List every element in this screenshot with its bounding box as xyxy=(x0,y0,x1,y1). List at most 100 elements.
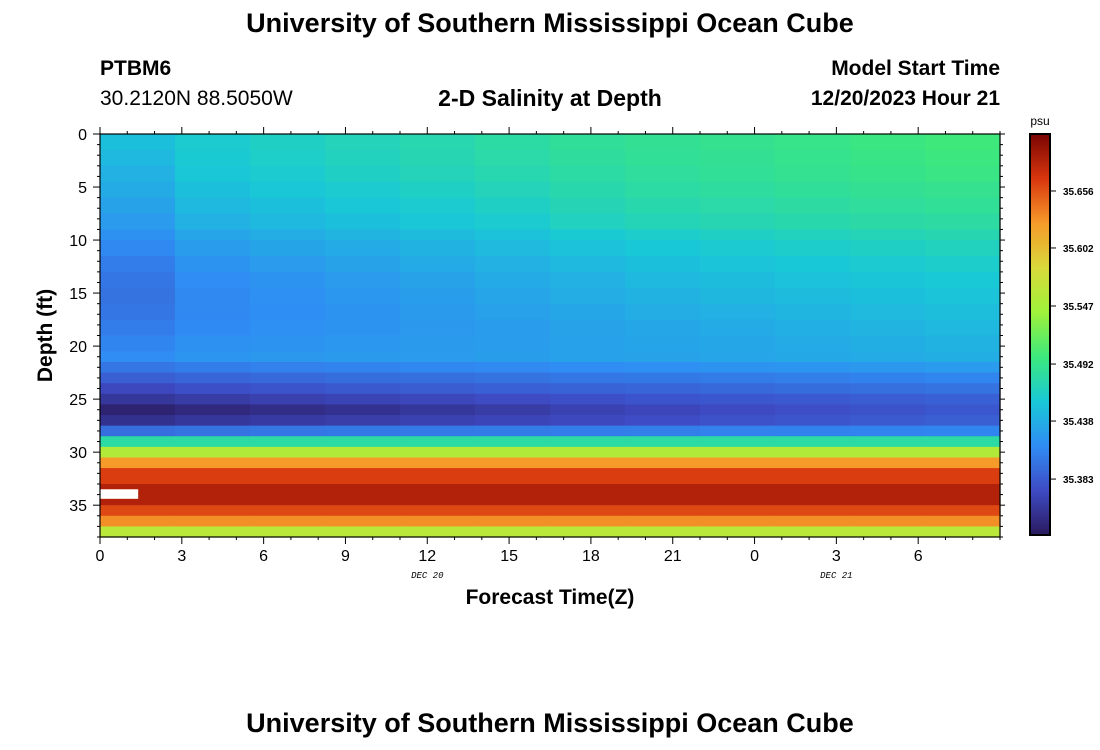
heatmap-cell xyxy=(475,515,551,527)
heatmap-cell xyxy=(475,468,551,485)
heatmap-cell xyxy=(850,383,926,395)
heatmap-cell xyxy=(100,526,176,538)
heatmap-cell xyxy=(850,415,926,427)
heatmap-cell xyxy=(250,404,326,416)
heatmap-cell xyxy=(850,287,926,305)
heatmap-cell xyxy=(175,415,251,427)
heatmap-cell xyxy=(175,372,251,384)
heatmap-cell xyxy=(625,383,701,395)
y-tick-label: 20 xyxy=(69,339,87,356)
heatmap-cell xyxy=(700,372,776,384)
heatmap-cell xyxy=(325,229,401,241)
heatmap-cell xyxy=(175,149,251,167)
heatmap-cell xyxy=(250,446,326,459)
heatmap-cell xyxy=(550,149,626,167)
heatmap-cell xyxy=(400,255,476,273)
heatmap-cell xyxy=(775,505,851,517)
heatmap-cell xyxy=(850,526,926,538)
heatmap-cell xyxy=(100,319,176,337)
heatmap-cell xyxy=(325,415,401,427)
x-tick-label: 3 xyxy=(832,548,841,565)
heatmap-cell xyxy=(775,149,851,167)
heatmap-cell xyxy=(775,181,851,199)
heatmap-cell xyxy=(850,229,926,241)
heatmap-cell xyxy=(325,526,401,538)
heatmap-cell xyxy=(175,287,251,305)
heatmap-cell xyxy=(850,351,926,363)
heatmap-cell xyxy=(625,457,701,469)
heatmap-cell xyxy=(775,393,851,406)
heatmap-cell xyxy=(250,351,326,363)
heatmap-cell xyxy=(250,229,326,241)
heatmap-cell xyxy=(175,404,251,416)
heatmap-cell xyxy=(700,483,776,506)
heatmap-cell xyxy=(925,468,1001,485)
heatmap-cell xyxy=(325,134,401,151)
heatmap-cell xyxy=(700,287,776,305)
heatmap-cell xyxy=(475,197,551,215)
heatmap-cell xyxy=(325,319,401,337)
heatmap-cell xyxy=(550,255,626,273)
heatmap-cell xyxy=(550,303,626,321)
heatmap-cell xyxy=(400,362,476,374)
heatmap-cell xyxy=(925,483,1001,506)
heatmap-cell xyxy=(850,372,926,384)
heatmap-cell xyxy=(700,197,776,215)
heatmap-cell xyxy=(175,229,251,241)
heatmap-cell xyxy=(775,436,851,448)
heatmap-cell xyxy=(925,213,1001,231)
heatmap-cell xyxy=(625,404,701,416)
date-label: DEC 20 xyxy=(411,571,444,581)
heatmap-cell xyxy=(475,436,551,448)
heatmap-cell xyxy=(925,335,1001,353)
heatmap-cell xyxy=(925,255,1001,273)
heatmap-cell xyxy=(100,383,176,395)
x-tick-label: 21 xyxy=(664,548,682,565)
heatmap-cell xyxy=(850,457,926,469)
heatmap-cell xyxy=(625,436,701,448)
heatmap-cell xyxy=(400,457,476,469)
heatmap-cell xyxy=(700,134,776,151)
missing-data-cell xyxy=(100,489,139,499)
heatmap-cell xyxy=(250,197,326,215)
heatmap-cell xyxy=(700,240,776,257)
heatmap-cell xyxy=(475,240,551,257)
heatmap-cell xyxy=(700,229,776,241)
x-axis-label: Forecast Time(Z) xyxy=(466,586,635,609)
heatmap-cell xyxy=(400,181,476,199)
heatmap-cell xyxy=(850,393,926,406)
heatmap-cell xyxy=(100,393,176,406)
heatmap-cell xyxy=(700,149,776,167)
colorbar: 35.383 35.438 35.492 35.547 35.602 35.656 psu xyxy=(1029,114,1094,536)
heatmap-cell xyxy=(475,351,551,363)
heatmap-cell xyxy=(625,483,701,506)
heatmap-cell xyxy=(625,335,701,353)
heatmap-cell xyxy=(400,515,476,527)
heatmap-cell xyxy=(925,372,1001,384)
heatmap-cell xyxy=(700,457,776,469)
heatmap-cell xyxy=(175,255,251,273)
heatmap-cell xyxy=(175,505,251,517)
heatmap-cell xyxy=(400,526,476,538)
heatmap-cell xyxy=(100,436,176,448)
heatmap-cell xyxy=(700,404,776,416)
heatmap-cell xyxy=(475,229,551,241)
heatmap-cell xyxy=(775,287,851,305)
heatmap-cell xyxy=(925,515,1001,527)
heatmap-cell xyxy=(700,468,776,485)
heatmap-cell xyxy=(250,240,326,257)
heatmap-cell xyxy=(850,197,926,215)
heatmap-cell xyxy=(850,404,926,416)
heatmap-cell xyxy=(550,181,626,199)
heatmap-cell xyxy=(925,181,1001,199)
heatmap-cell xyxy=(850,149,926,167)
heatmap-cell xyxy=(325,393,401,406)
colorbar-tick-label: 35.602 xyxy=(1063,244,1094,255)
heatmap-cell xyxy=(325,271,401,289)
heatmap-cell xyxy=(175,393,251,406)
heatmap-cell xyxy=(250,393,326,406)
heatmap-cell xyxy=(700,515,776,527)
heatmap-cell xyxy=(100,505,176,517)
heatmap-cell xyxy=(925,303,1001,321)
heatmap-cell xyxy=(175,383,251,395)
